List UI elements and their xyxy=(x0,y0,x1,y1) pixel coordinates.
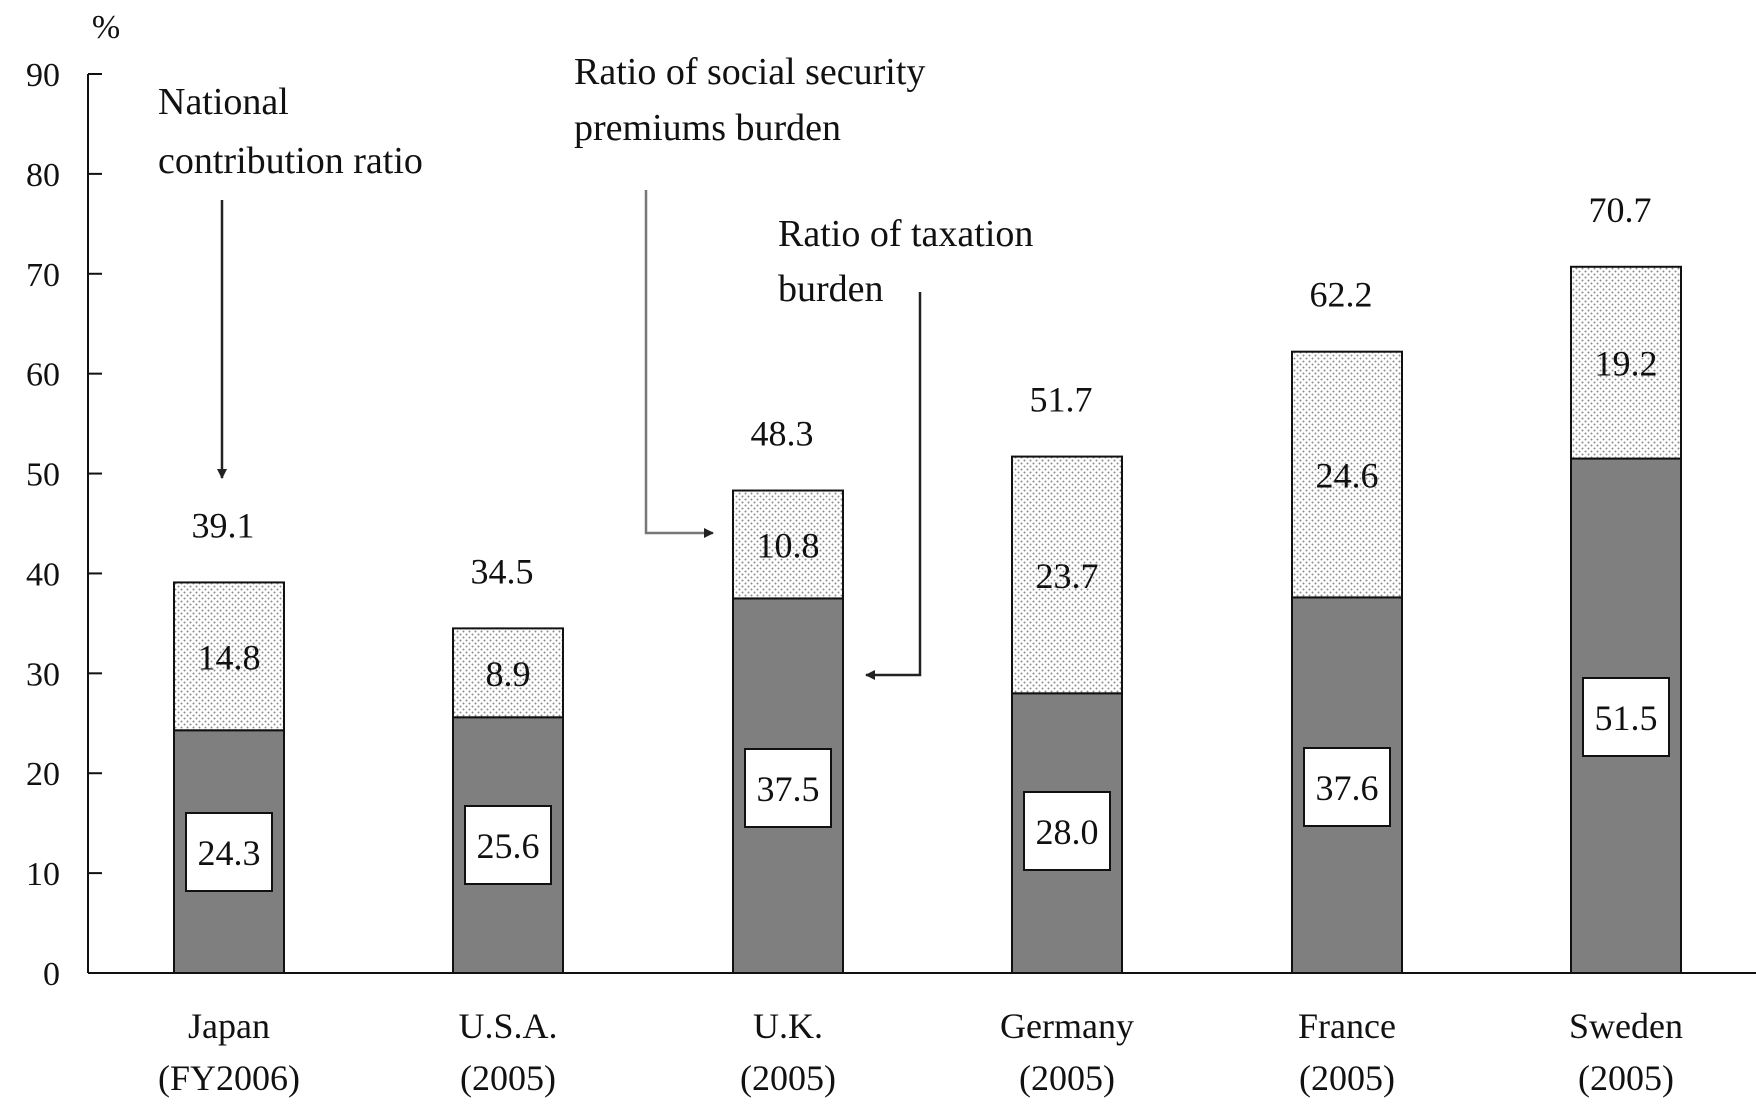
segment-label-taxation: 51.5 xyxy=(1595,698,1658,738)
category-label: Sweden xyxy=(1569,1006,1683,1046)
segment-label-social-security: 8.9 xyxy=(486,654,531,694)
y-tick-label: 80 xyxy=(26,157,60,194)
y-tick-label: 50 xyxy=(26,457,60,494)
y-tick-label: 90 xyxy=(26,57,60,94)
category-label: France xyxy=(1298,1006,1396,1046)
y-tick-label: 10 xyxy=(26,856,60,893)
annotation-national-line2: contribution ratio xyxy=(158,140,423,182)
category-sublabel: (2005) xyxy=(460,1058,556,1098)
annotation-taxation-line2: burden xyxy=(778,268,884,310)
y-tick-label: 60 xyxy=(26,357,60,394)
bar-social-security xyxy=(1570,265,1682,460)
bar-total-label: 39.1 xyxy=(192,505,255,545)
category-sublabel: (2005) xyxy=(1578,1058,1674,1098)
bar-social-security xyxy=(1011,455,1123,695)
category-sublabel: (FY2006) xyxy=(158,1058,300,1098)
category-label: U.S.A. xyxy=(458,1006,557,1046)
bar-social-security xyxy=(452,627,564,719)
bar-social-security xyxy=(732,489,844,600)
segment-label-social-security: 10.8 xyxy=(757,525,820,565)
segment-label-box xyxy=(744,748,832,828)
category-sublabel: (2005) xyxy=(1019,1058,1115,1098)
annotations: National contribution ratio Ratio of socia… xyxy=(158,51,1033,680)
annotation-social-line1: Ratio of social security xyxy=(574,51,925,93)
y-tick-label: 70 xyxy=(26,257,60,294)
annotation-national-line1: National xyxy=(158,81,289,123)
category-sublabel: (2005) xyxy=(740,1058,836,1098)
y-tick-label: 0 xyxy=(43,956,60,993)
segment-label-social-security: 24.6 xyxy=(1316,456,1379,496)
segment-label-taxation: 24.3 xyxy=(198,833,261,873)
segment-label-box xyxy=(185,812,273,892)
segment-label-taxation: 37.5 xyxy=(757,769,820,809)
segment-label-social-security: 14.8 xyxy=(198,637,261,677)
bar-total-label: 62.2 xyxy=(1310,275,1373,315)
y-axis-unit: % xyxy=(92,9,120,46)
bar-social-security xyxy=(1291,350,1403,599)
category-sublabel: (2005) xyxy=(1299,1058,1395,1098)
segment-label-taxation: 28.0 xyxy=(1036,812,1099,852)
segment-label-box xyxy=(464,805,552,885)
segment-label-taxation: 37.6 xyxy=(1316,768,1379,808)
y-tick-label: 40 xyxy=(26,556,60,593)
bars xyxy=(173,265,1682,975)
segment-label-box xyxy=(1582,677,1670,757)
annotation-social-line2: premiums burden xyxy=(574,107,841,149)
annotation-taxation-arrow xyxy=(865,292,922,680)
bar-total-label: 51.7 xyxy=(1030,380,1093,420)
category-label: Germany xyxy=(1000,1006,1134,1046)
bar-total-label: 34.5 xyxy=(471,551,534,591)
bar-total-label: 70.7 xyxy=(1589,190,1652,230)
y-tick-label: 20 xyxy=(26,756,60,793)
axes: 0 10 20 30 40 50 60 70 80 90% xyxy=(26,9,1756,993)
segment-label-box xyxy=(1303,747,1391,827)
category-label: Japan xyxy=(188,1006,270,1046)
bar-social-security xyxy=(173,581,285,732)
category-label: U.K. xyxy=(753,1006,823,1046)
segment-label-box xyxy=(1023,791,1111,871)
annotation-social-arrow xyxy=(644,190,714,538)
segment-label-taxation: 25.6 xyxy=(477,826,540,866)
segment-label-social-security: 23.7 xyxy=(1036,556,1099,596)
bar-total-label: 48.3 xyxy=(751,414,814,454)
y-tick-label: 30 xyxy=(26,656,60,693)
segment-label-social-security: 19.2 xyxy=(1595,344,1658,384)
labels: 24.3 14.8 39.1 Japan (FY2006) 25.6 8.9 34.5 U.S.… xyxy=(158,190,1683,1098)
annotation-taxation-line1: Ratio of taxation xyxy=(778,213,1033,255)
